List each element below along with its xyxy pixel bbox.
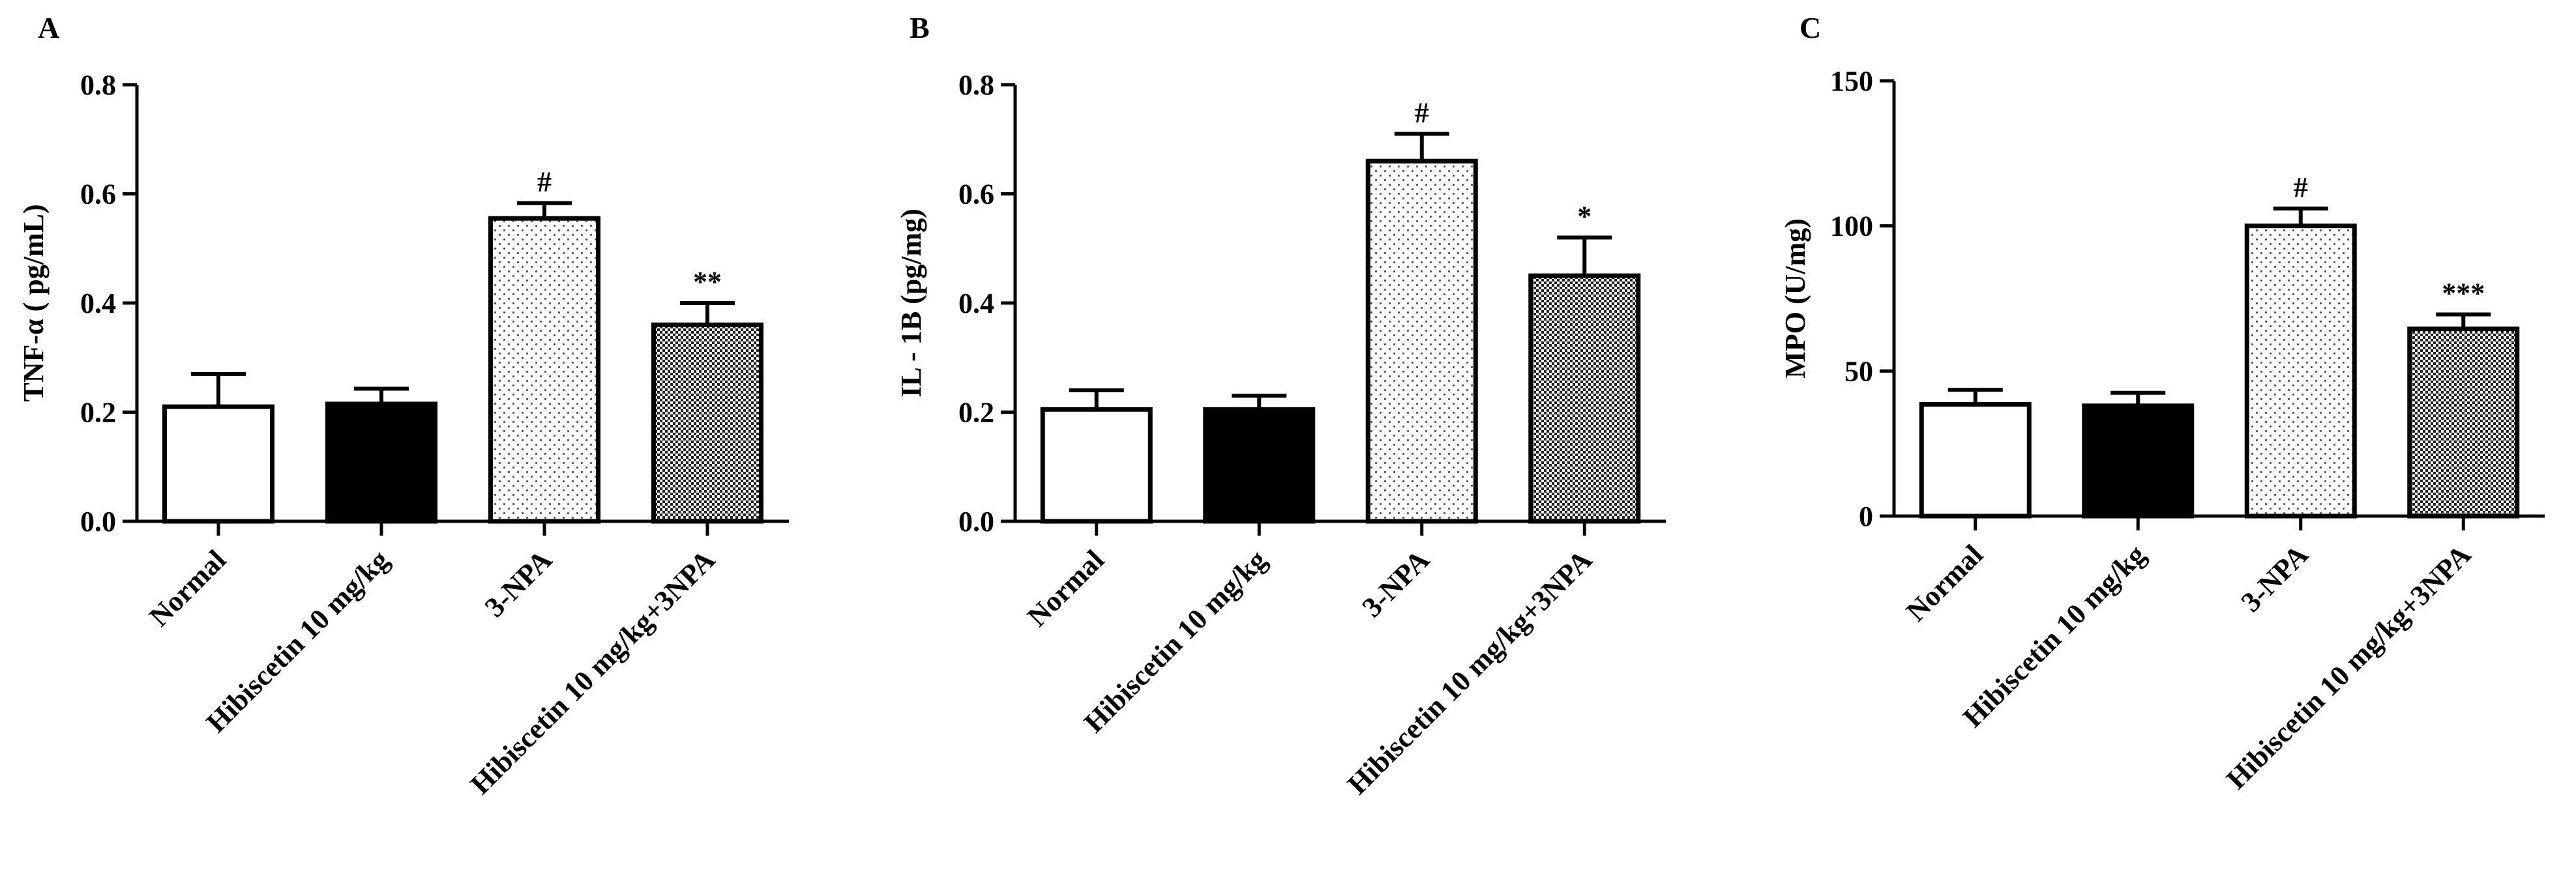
category-label: 3-NPA [479, 543, 558, 623]
significance-mark: * [1577, 201, 1591, 233]
y-axis-label: TNF-α ( pg/mL) [18, 204, 50, 401]
panel-label: B [910, 11, 930, 44]
significance-mark: *** [2442, 277, 2485, 309]
panel-label: C [1799, 11, 1821, 44]
y-tick-label: 50 [1844, 355, 1873, 387]
bar [1040, 407, 1153, 524]
bar [651, 323, 763, 524]
bar [488, 216, 600, 524]
category-label: 3-NPA [1356, 543, 1436, 623]
bar [2244, 224, 2357, 519]
y-axis-label: IL - 1B (pg/mg) [895, 209, 927, 397]
panel-label: A [38, 11, 59, 44]
bar [2082, 403, 2195, 519]
category-label: Hibiscetin 10 mg/kg [1957, 538, 2152, 733]
y-tick-label: 0.0 [80, 506, 116, 538]
significance-mark: ** [693, 266, 722, 298]
y-tick-label: 0.2 [958, 397, 994, 429]
category-label: 3-NPA [2235, 538, 2315, 618]
category-label: Normal [1900, 538, 1989, 628]
bar [1365, 158, 1478, 524]
y-tick-label: 0.4 [80, 287, 116, 319]
bar [162, 404, 274, 524]
category-label: Normal [1021, 543, 1110, 633]
chart-panel-b: B 0.0 0.2 0.4 0.6 0.8 IL - 1B (pg/mg) NormalHib… [895, 11, 1666, 800]
bar [1919, 402, 2032, 519]
y-tick-label: 0.2 [80, 397, 116, 429]
bar [2407, 326, 2520, 519]
bar [1528, 273, 1641, 524]
bar [1203, 407, 1316, 524]
y-tick-label: 0.8 [80, 69, 116, 101]
chart-panel-a: A 0.0 0.2 0.4 0.6 0.8 TNF-α ( pg/mL) NormalHibi… [18, 11, 789, 800]
category-label: Normal [143, 543, 232, 633]
y-tick-label: 100 [1830, 210, 1873, 242]
significance-mark: # [1415, 96, 1429, 128]
y-tick-label: 0.4 [958, 287, 994, 319]
y-tick-label: 0.6 [80, 179, 116, 210]
category-label: Hibiscetin 10 mg/kg [200, 543, 395, 738]
y-tick-label: 0 [1859, 500, 1873, 532]
y-axis-label: MPO (U/mg) [1779, 218, 1811, 379]
bar [325, 401, 437, 524]
category-label: Hibiscetin 10 mg/kg [1078, 543, 1273, 738]
significance-mark: # [2294, 171, 2308, 203]
y-tick-label: 0.0 [958, 506, 994, 538]
significance-mark: # [537, 166, 552, 198]
y-tick-label: 0.6 [958, 179, 994, 210]
y-tick-label: 0.8 [958, 69, 994, 101]
y-tick-label: 150 [1830, 65, 1873, 97]
